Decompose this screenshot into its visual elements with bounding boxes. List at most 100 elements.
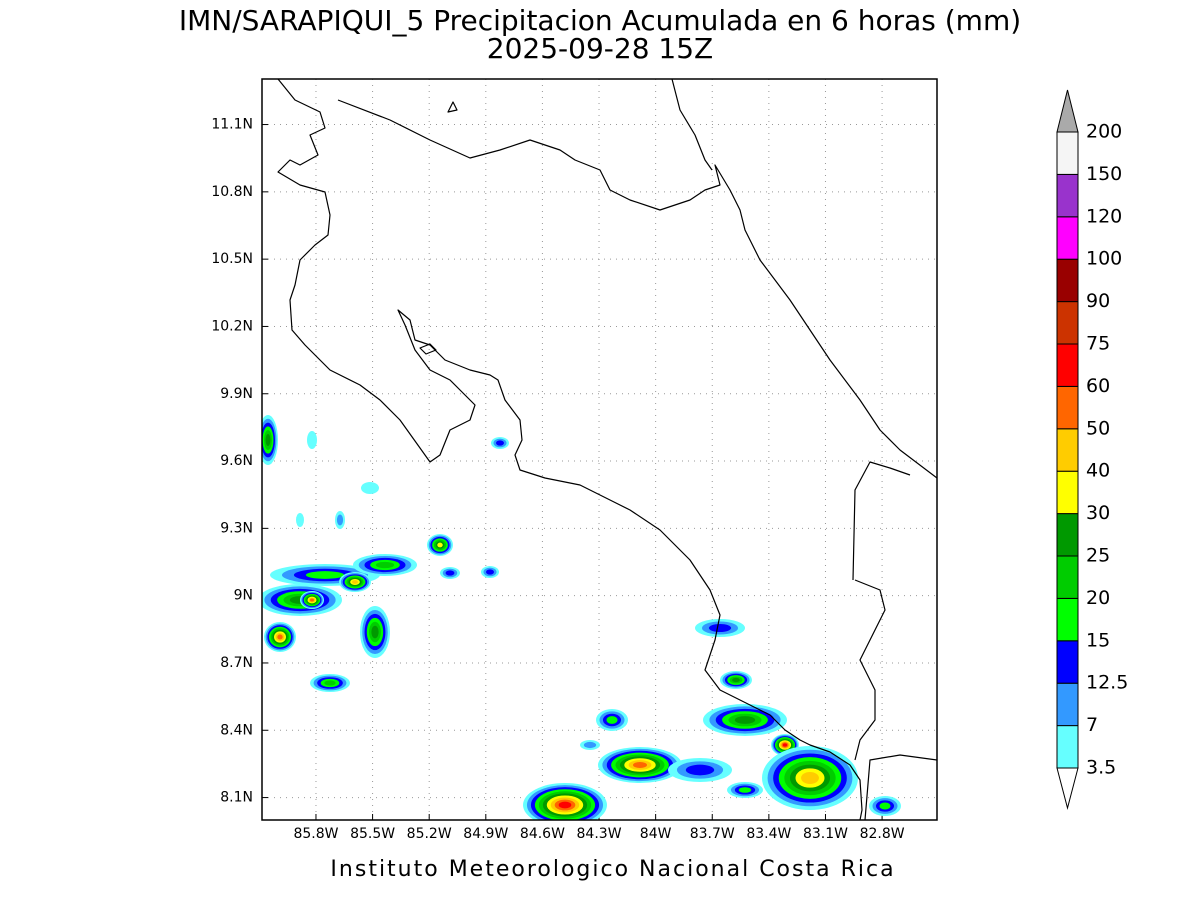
- colorbar-box: [1056, 597, 1079, 642]
- colorbar-box: [1056, 682, 1079, 727]
- precip-cell: [732, 677, 740, 683]
- coastline: [854, 579, 886, 761]
- x-tick-label: 85.8W: [293, 826, 338, 842]
- y-tick-label: 10.5N: [211, 251, 253, 267]
- precip-cell: [375, 561, 395, 569]
- y-tick-label: 9.6N: [220, 453, 253, 469]
- precip-cell: [305, 571, 345, 579]
- precip-field: [262, 415, 901, 820]
- x-tick-label: 85.2W: [407, 826, 452, 842]
- colorbar-box: [1056, 513, 1079, 557]
- precip-cell: [352, 580, 358, 584]
- map-footer: Instituto Meteorologico Nacional Costa R…: [330, 857, 895, 882]
- colorbar-box: [1056, 555, 1079, 599]
- y-tick-label: 8.4N: [220, 722, 253, 738]
- colorbar-box: [1056, 173, 1079, 218]
- colorbar-label: 120: [1086, 205, 1122, 227]
- y-tick-label: 9.9N: [220, 386, 253, 402]
- y-tick-label: 8.1N: [220, 790, 253, 806]
- y-tick-label: 11.1N: [211, 117, 253, 133]
- colorbar-box: [1056, 258, 1079, 303]
- x-tick-label: 85.5W: [350, 826, 395, 842]
- x-tick-label: 83.1W: [803, 826, 848, 842]
- border: [852, 461, 911, 581]
- colorbar-label: 7: [1086, 714, 1098, 736]
- coastlines: [277, 79, 937, 820]
- colorbar-label: 15: [1086, 629, 1110, 651]
- colorbar-label: 50: [1086, 417, 1110, 439]
- colorbar-box: [1056, 725, 1079, 769]
- x-tick-label: 82.8W: [860, 826, 905, 842]
- precip-cell: [801, 772, 819, 784]
- precip-cell: [496, 440, 504, 446]
- precip-cell: [336, 514, 344, 526]
- precip-cell: [277, 634, 283, 640]
- precip-cell: [633, 762, 647, 768]
- precip-cell: [685, 764, 715, 776]
- colorbar-box: [1056, 216, 1079, 260]
- map-subtitle: 2025-09-28 15Z: [487, 32, 713, 65]
- x-tick-label: 84.3W: [577, 826, 622, 842]
- lake-shore: [337, 99, 937, 479]
- island: [447, 101, 458, 113]
- precip-cell: [734, 716, 756, 724]
- precip-cell: [558, 801, 572, 809]
- x-tick-label: 83.7W: [690, 826, 735, 842]
- colorbar-box: [1056, 640, 1079, 684]
- precip-cell: [310, 598, 314, 602]
- precip-cell: [265, 433, 271, 447]
- colorbar-box: [1056, 470, 1079, 515]
- precip-cell: [606, 716, 618, 724]
- colorbar-label: 60: [1086, 375, 1110, 397]
- colorbar-box: [1056, 428, 1079, 472]
- y-tick-label: 9N: [234, 588, 253, 604]
- colorbar: 3.5 7 12.5 15 20 25 30 40 50 60 75 90 100 120 150 200: [1056, 89, 1128, 810]
- precip-cell: [324, 680, 336, 686]
- precip-cell: [879, 802, 891, 810]
- colorbar-label: 90: [1086, 290, 1110, 312]
- x-tick-label: 84.6W: [520, 826, 565, 842]
- precip-cell: [782, 743, 788, 747]
- map-title: IMN/SARAPIQUI_5 Precipitacion Acumulada …: [179, 4, 1021, 37]
- precip-cell: [445, 570, 455, 576]
- colorbar-extend-high: [1056, 89, 1079, 133]
- precip-cell: [361, 482, 379, 494]
- x-tick-label: 84.9W: [463, 826, 508, 842]
- precip-cell: [296, 513, 304, 527]
- colorbar-label: 40: [1086, 460, 1110, 482]
- colorbar-extend-low: [1056, 767, 1079, 810]
- grid: [262, 79, 937, 820]
- y-tick-label: 9.3N: [220, 520, 253, 536]
- precip-cell: [738, 787, 752, 793]
- colorbar-label: 100: [1086, 248, 1122, 270]
- colorbar-label: 3.5: [1086, 757, 1116, 779]
- map-frame: [261, 78, 938, 821]
- colorbar-box: [1056, 131, 1079, 175]
- precip-cell: [486, 569, 494, 575]
- x-tick-label: 84W: [640, 826, 672, 842]
- colorbar-label: 75: [1086, 333, 1110, 355]
- y-tick-label: 10.2N: [211, 318, 253, 334]
- colorbar-label: 12.5: [1086, 672, 1128, 694]
- precip-cell: [371, 625, 379, 639]
- precip-cell: [708, 624, 732, 632]
- y-tick-label: 8.7N: [220, 655, 253, 671]
- precip-cell: [437, 542, 443, 548]
- precip-cell: [307, 431, 317, 449]
- colorbar-label: 30: [1086, 502, 1110, 524]
- island: [419, 343, 437, 355]
- x-tick-label: 83.4W: [746, 826, 791, 842]
- coastline: [277, 79, 863, 820]
- precip-cell: [583, 741, 597, 749]
- y-tick-label: 10.8N: [211, 184, 253, 200]
- colorbar-box: [1056, 301, 1079, 345]
- colorbar-box: [1056, 385, 1079, 430]
- coastline: [671, 79, 713, 171]
- colorbar-box: [1056, 343, 1079, 387]
- colorbar-label: 200: [1086, 121, 1122, 143]
- colorbar-label: 150: [1086, 163, 1122, 185]
- colorbar-label: 20: [1086, 587, 1110, 609]
- coastline: [864, 754, 937, 820]
- colorbar-label: 25: [1086, 545, 1110, 567]
